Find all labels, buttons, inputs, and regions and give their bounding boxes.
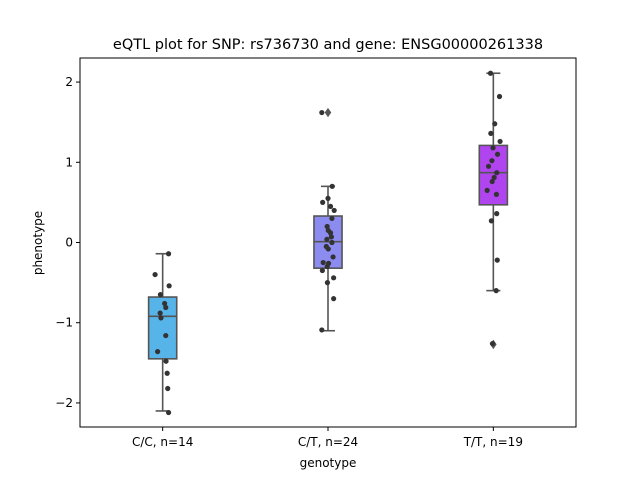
data-point (331, 296, 337, 302)
chart-title: eQTL plot for SNP: rs736730 and gene: EN… (113, 37, 543, 53)
data-point (496, 93, 503, 100)
data-point (488, 130, 494, 137)
x-axis-label: genotype (300, 456, 357, 470)
data-point (319, 109, 325, 116)
data-point (494, 151, 501, 157)
data-point (331, 207, 337, 214)
data-point (163, 304, 169, 311)
x-tick-label: C/T, n=24 (298, 435, 358, 449)
data-point (491, 174, 497, 181)
data-point (324, 280, 331, 286)
y-tick-label: −1 (55, 316, 73, 330)
data-point (324, 223, 330, 230)
data-point (487, 70, 494, 76)
data-point (331, 275, 337, 281)
data-point (155, 348, 161, 355)
data-point (320, 259, 326, 266)
data-point (324, 236, 330, 242)
data-point (328, 234, 334, 240)
y-tick-label: 1 (65, 155, 73, 169)
data-point (324, 263, 330, 270)
data-point (492, 121, 498, 127)
data-point (484, 187, 490, 193)
data-point (152, 271, 158, 278)
plot-area (147, 70, 509, 416)
data-point (489, 340, 496, 347)
data-point (329, 183, 335, 189)
data-point (325, 195, 331, 201)
data-point (494, 257, 500, 263)
data-point (164, 370, 170, 376)
data-point (494, 211, 500, 217)
y-axis-label: phenotype (31, 211, 45, 275)
data-point (497, 138, 503, 145)
data-point (163, 332, 169, 339)
box (147, 296, 178, 360)
data-point (319, 267, 325, 274)
data-point (327, 203, 334, 210)
data-point (494, 170, 500, 176)
box-group (147, 252, 178, 412)
x-tick-label: C/C, n=14 (132, 435, 193, 449)
data-point (489, 178, 495, 185)
data-point (162, 300, 168, 307)
y-tick-label: −2 (55, 396, 73, 410)
data-point (493, 288, 499, 294)
data-point (325, 246, 331, 252)
data-point (329, 215, 335, 222)
y-tick-label: 2 (65, 75, 73, 89)
data-point (166, 283, 172, 289)
y-tick-label: 0 (65, 236, 73, 250)
data-point (158, 315, 164, 321)
data-point (489, 158, 495, 164)
data-point (485, 163, 492, 169)
data-point (157, 292, 164, 298)
data-point (327, 230, 334, 236)
data-point (330, 254, 336, 260)
data-point (165, 251, 172, 257)
axes: −2 −1 0 1 2 C/C, n=14 C/T, n=24 T/T, n=19 (55, 75, 523, 449)
data-point (319, 327, 325, 333)
data-point (163, 358, 169, 364)
data-point (490, 145, 496, 151)
data-point (165, 385, 171, 392)
outlier-marker (324, 107, 332, 118)
data-point (329, 239, 335, 246)
data-point (320, 199, 326, 205)
data-point (493, 191, 500, 197)
data-point (157, 310, 163, 316)
x-tick-label: T/T, n=19 (463, 435, 523, 449)
data-point (165, 409, 172, 416)
data-point (488, 218, 494, 224)
